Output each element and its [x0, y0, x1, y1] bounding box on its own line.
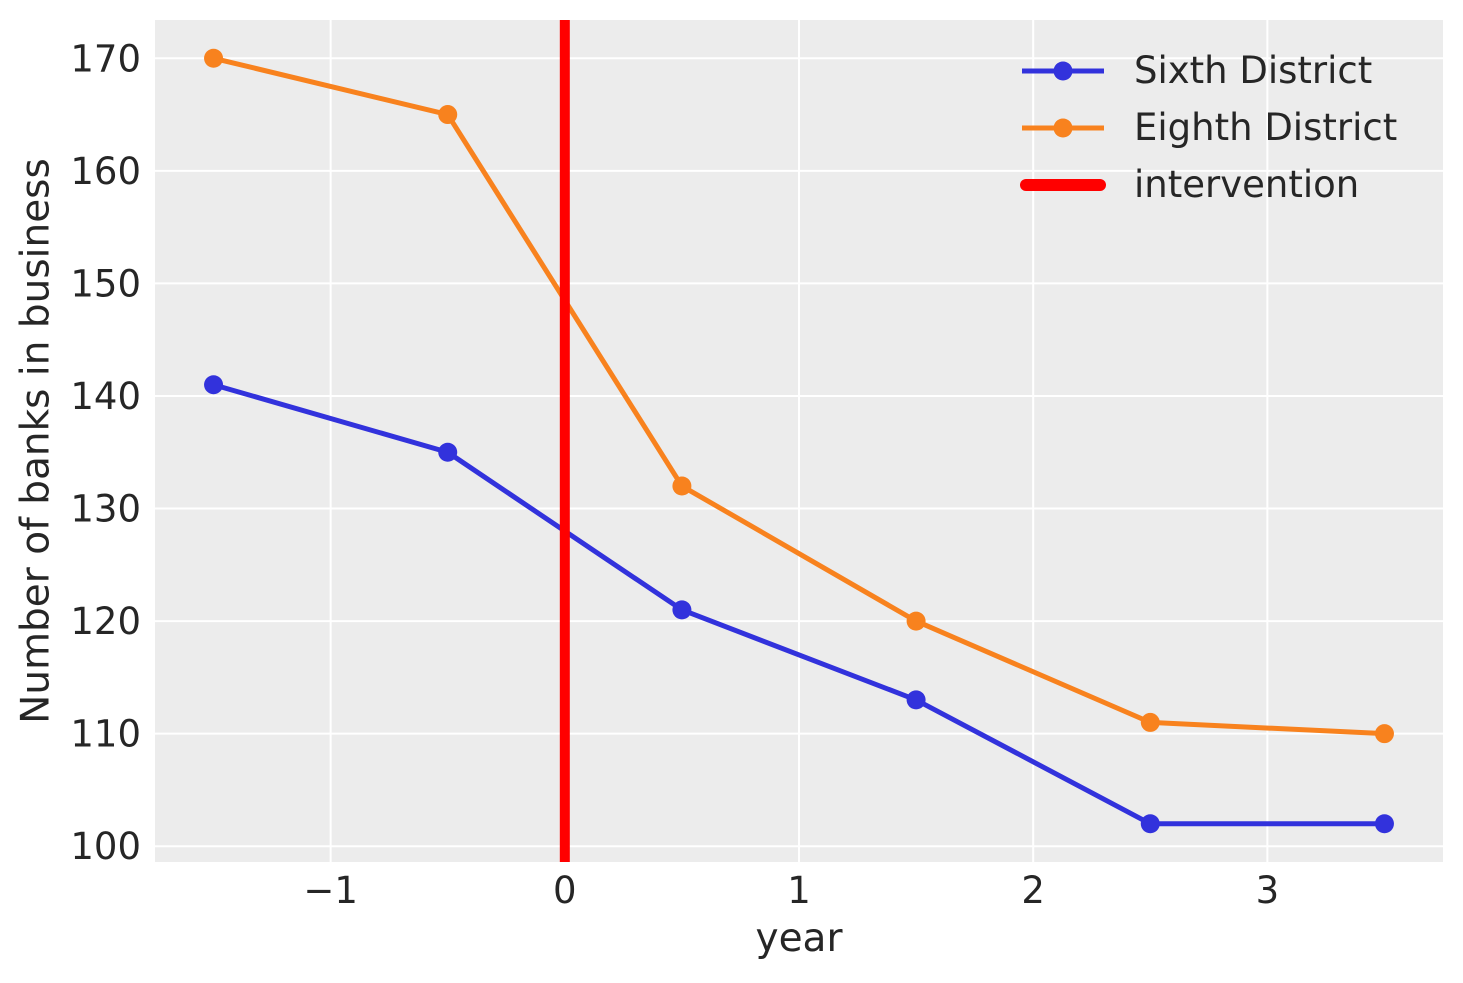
data-point-sixth-district — [1140, 814, 1160, 834]
x-tick-label-1: 1 — [787, 869, 811, 912]
y-tick-label-100: 100 — [70, 825, 141, 868]
y-tick-label-130: 130 — [70, 488, 141, 531]
series-line-eighth-district — [212, 55, 1385, 737]
y-tick-label-110: 110 — [70, 713, 141, 756]
y-tick-label-120: 120 — [70, 600, 141, 643]
x-tick-label-0: 0 — [553, 869, 577, 912]
x-tick-label-2: 2 — [1021, 869, 1045, 912]
y-tick-label-160: 160 — [70, 150, 141, 193]
data-point-sixth-district — [204, 375, 224, 395]
data-point-eighth-district — [906, 611, 926, 631]
legend-thick-line-sample — [1020, 178, 1106, 191]
data-point-eighth-district — [438, 105, 458, 125]
legend-item-sixth-district: Sixth District — [1020, 42, 1397, 99]
legend-item-intervention: intervention — [1020, 156, 1397, 213]
y-axis-label: Number of banks in business — [13, 158, 59, 724]
series-line-sixth-district — [212, 382, 1385, 827]
legend-label-intervention: intervention — [1134, 163, 1360, 206]
data-point-eighth-district — [204, 48, 224, 68]
data-point-eighth-district — [672, 476, 692, 496]
data-point-sixth-district — [672, 600, 692, 620]
legend-line-marker-sample — [1022, 118, 1104, 137]
legend-label-eighth-district: Eighth District — [1134, 106, 1398, 149]
y-tick-label-140: 140 — [70, 375, 141, 418]
data-point-sixth-district — [906, 690, 926, 710]
data-point-eighth-district — [1374, 724, 1394, 744]
data-point-eighth-district — [1140, 712, 1160, 732]
data-point-sixth-district — [1374, 814, 1394, 834]
legend-line-marker-sample — [1022, 61, 1104, 80]
x-tick-label--1: −1 — [303, 869, 358, 912]
legend-label-sixth-district: Sixth District — [1134, 49, 1373, 92]
data-point-sixth-district — [438, 442, 458, 462]
legend: Sixth District Eighth District intervent… — [1020, 42, 1397, 213]
x-axis-label: year — [755, 916, 843, 961]
legend-item-eighth-district: Eighth District — [1020, 99, 1397, 156]
y-tick-label-170: 170 — [70, 37, 141, 80]
x-tick-label-3: 3 — [1256, 869, 1280, 912]
y-tick-label-150: 150 — [70, 262, 141, 305]
